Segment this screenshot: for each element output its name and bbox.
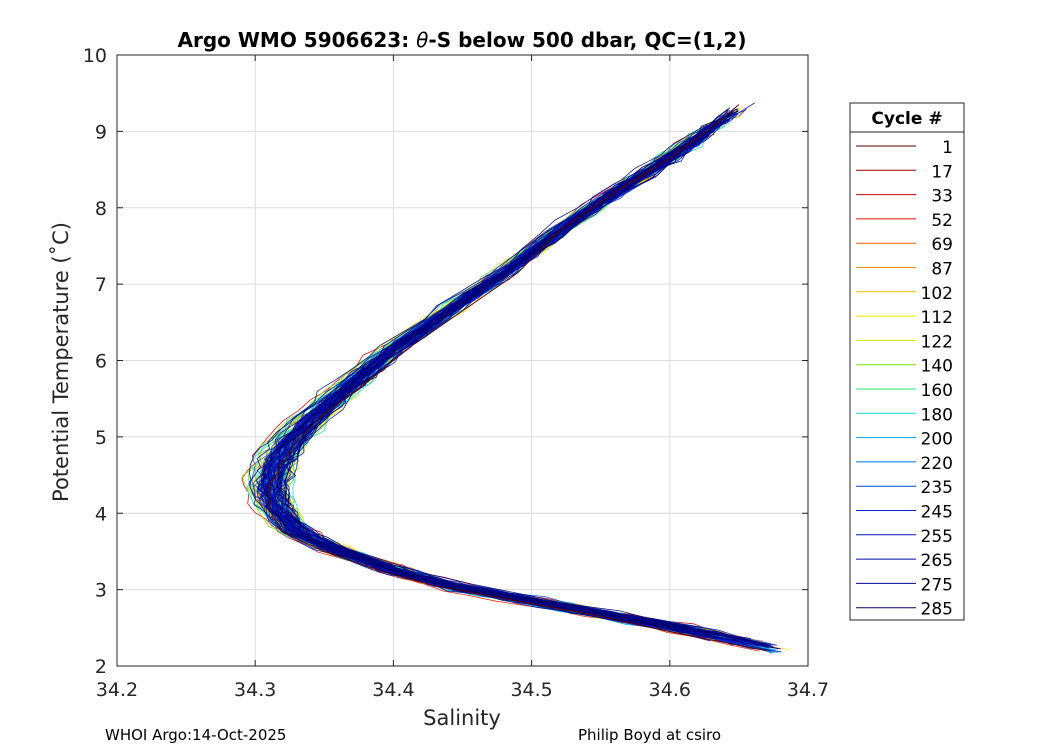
chart-title-prefix: Argo WMO 5906623:: [178, 28, 417, 52]
profile-line: [267, 133, 704, 634]
profile-line: [264, 109, 744, 644]
profile-line: [256, 136, 697, 631]
x-tick-label: 34.5: [510, 679, 552, 701]
legend-entry-label: 122: [921, 332, 953, 352]
profile-line: [247, 117, 769, 647]
x-tick-label: 34.6: [649, 679, 691, 701]
footer-credit: Philip Boyd at csiro: [578, 726, 722, 744]
profile-line: [266, 111, 763, 642]
y-tick-label: 4: [95, 503, 107, 525]
legend-entry-label: 245: [921, 503, 953, 523]
profile-line: [258, 129, 732, 640]
y-tick-label: 3: [95, 580, 107, 602]
legend-box: [849, 102, 965, 621]
legend-entry-label: 220: [921, 454, 953, 474]
legend-entry-label: 180: [921, 405, 953, 425]
y-axis-label: Potential Temperature (˚C): [49, 222, 73, 502]
profile-line: [241, 114, 727, 639]
profile-line: [268, 139, 700, 633]
profile-line: [255, 108, 752, 639]
y-tick-label: 6: [95, 351, 107, 373]
legend-entry-label: 255: [921, 527, 953, 547]
y-tick-label: 7: [95, 274, 107, 296]
profile-line: [272, 118, 731, 638]
profile-line: [248, 137, 696, 630]
profile-line: [274, 113, 741, 641]
profile-line: [254, 116, 767, 647]
profile-line: [256, 127, 713, 639]
legend-title: Cycle #: [871, 109, 942, 129]
profile-line: [241, 134, 740, 641]
legend-entry-label: 1: [942, 138, 953, 158]
x-tick-label: 34.7: [787, 679, 829, 701]
footer-date: WHOI Argo:14-Oct-2025: [105, 726, 287, 744]
profile-line: [261, 115, 765, 646]
profile-line: [246, 126, 709, 634]
profile-line: [249, 125, 777, 646]
chart-title-suffix: -S below 500 dbar, QC=(1,2): [428, 28, 746, 52]
profile-line: [265, 133, 708, 634]
profile-line: [268, 120, 722, 640]
y-tick-label: 8: [95, 198, 107, 220]
profile-line: [262, 109, 769, 648]
y-tick-label: 2: [95, 656, 107, 678]
profile-line: [259, 127, 756, 643]
profile-line: [264, 116, 728, 639]
y-tick-label: 9: [95, 121, 107, 143]
profile-line: [275, 114, 732, 627]
x-axis-label: Salinity: [423, 706, 501, 730]
legend-entry-label: 33: [931, 187, 953, 207]
profile-line: [248, 136, 728, 636]
y-tick-label: 10: [83, 45, 107, 67]
profile-line: [256, 123, 769, 648]
legend-entry-label: 160: [921, 381, 953, 401]
profile-line: [259, 120, 778, 652]
profile-line: [259, 111, 735, 639]
profile-line: [260, 112, 749, 645]
legend-entry-label: 69: [931, 235, 953, 255]
legend-entry-label: 235: [921, 478, 953, 498]
tick-layer: 34.2 34.3 34.4 34.5 34.6 34.7 2 3 4 5 6 7 8 9 10: [83, 45, 829, 701]
legend-entry-label: 285: [921, 600, 953, 620]
profile-line: [271, 133, 746, 640]
profile-line: [260, 111, 749, 645]
chart-title-theta: θ: [416, 28, 428, 52]
legend-entry-label: 140: [921, 357, 953, 377]
legend-entry-label: 52: [931, 211, 953, 231]
legend: Cycle # 1 17 33 52 69 87 102 112 122 140 160 180 200…: [849, 102, 965, 621]
x-tick-label: 34.2: [96, 679, 138, 701]
legend-entry-label: 200: [921, 430, 953, 450]
profile-line: [258, 126, 723, 637]
y-tick-label: 5: [95, 427, 107, 449]
x-tick-label: 34.4: [372, 679, 414, 701]
legend-entry-label: 17: [931, 162, 953, 182]
x-tick-label: 34.3: [234, 679, 276, 701]
profile-line: [258, 112, 749, 646]
profile-line: [262, 111, 734, 631]
legend-entries: 1 17 33 52 69 87 102 112 122 140 160 180 200 220 235 24…: [856, 138, 953, 620]
profile-line: [265, 137, 693, 631]
legend-entry-label: 275: [921, 575, 953, 595]
grid-layer: [117, 55, 808, 666]
legend-entry-label: 112: [921, 308, 953, 328]
chart-title: Argo WMO 5906623: θ-S below 500 dbar, QC…: [178, 28, 747, 52]
legend-entry-label: 87: [931, 260, 953, 280]
profile-line: [253, 127, 749, 645]
legend-entry-label: 265: [921, 551, 953, 571]
profile-line: [251, 124, 759, 647]
profile-line: [255, 127, 768, 650]
profile-line: [267, 118, 721, 636]
legend-entry-label: 102: [921, 284, 953, 304]
profile-layer: [241, 102, 791, 654]
profile-line: [262, 109, 750, 645]
series-line: [268, 104, 767, 652]
profile-line: [268, 107, 743, 640]
profile-line: [275, 130, 717, 640]
